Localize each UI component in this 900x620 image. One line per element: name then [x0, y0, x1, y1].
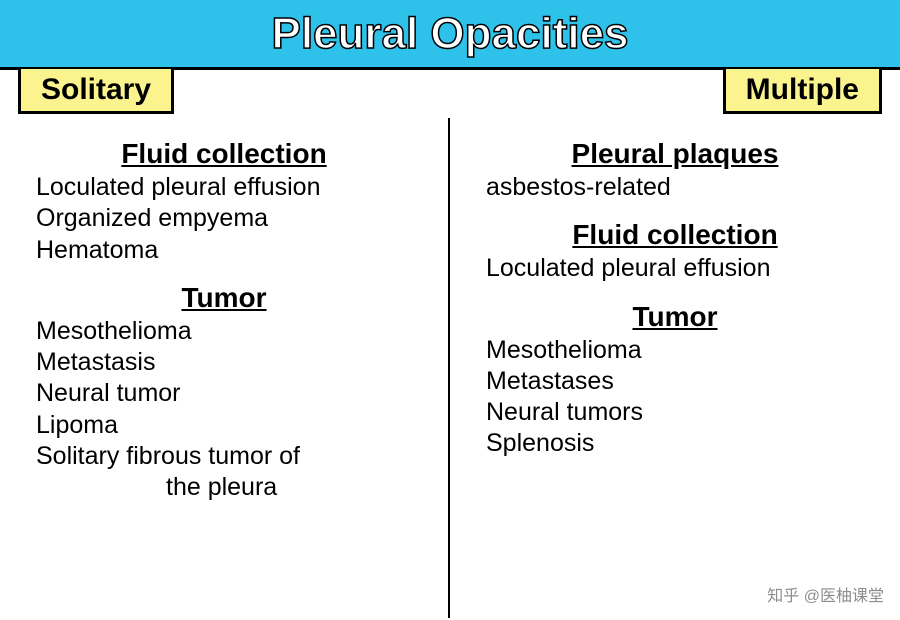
multiple-label: Multiple — [723, 69, 882, 114]
list-item: Lipoma — [28, 410, 420, 441]
section-heading: Tumor — [478, 301, 872, 333]
content-columns: Fluid collectionLoculated pleural effusi… — [0, 118, 900, 618]
solitary-column: Fluid collectionLoculated pleural effusi… — [0, 118, 450, 618]
list-item: Hematoma — [28, 235, 420, 266]
list-item: Loculated pleural effusion — [28, 172, 420, 203]
page-title: Pleural Opacities — [271, 9, 628, 59]
category-label-row: Solitary Multiple — [0, 70, 900, 118]
section-heading: Pleural plaques — [478, 138, 872, 170]
list-item: asbestos-related — [478, 172, 872, 203]
watermark: 知乎 @医柚课堂 — [767, 582, 884, 606]
section-heading: Tumor — [28, 282, 420, 314]
multiple-column: Pleural plaquesasbestos-related Fluid col… — [450, 118, 900, 618]
section-heading: Fluid collection — [478, 219, 872, 251]
list-item: Metastasis — [28, 347, 420, 378]
list-item: Mesothelioma — [478, 335, 872, 366]
section-heading: Fluid collection — [28, 138, 420, 170]
list-item: Loculated pleural effusion — [478, 253, 872, 284]
list-item: Mesothelioma — [28, 316, 420, 347]
list-item: Splenosis — [478, 428, 872, 459]
header-band: Pleural Opacities — [0, 0, 900, 70]
list-item: Neural tumor — [28, 378, 420, 409]
list-item: Neural tumors — [478, 397, 872, 428]
list-item: Solitary fibrous tumor ofthe pleura — [28, 441, 420, 504]
solitary-label: Solitary — [18, 69, 174, 114]
list-item: Organized empyema — [28, 203, 420, 234]
list-item: Metastases — [478, 366, 872, 397]
